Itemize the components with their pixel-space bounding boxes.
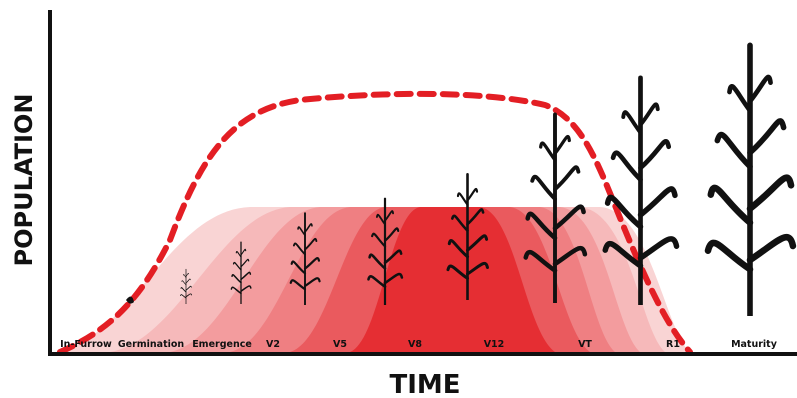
stage-label: VT — [578, 339, 592, 350]
plant — [708, 45, 793, 327]
stage-label: V8 — [408, 339, 422, 350]
stage-label: In-Furrow — [60, 339, 112, 350]
stage-label: Germination — [118, 339, 185, 350]
stage-labels: In-Furrow Germination Emergence V2 V5 V8… — [60, 339, 778, 350]
y-axis-label: POPULATION — [10, 94, 38, 267]
stage-label: Maturity — [731, 339, 778, 350]
stage-label: R1 — [666, 339, 680, 350]
stage-label: Emergence — [192, 339, 252, 350]
x-axis-label: TIME — [389, 370, 460, 398]
stage-label: V5 — [333, 339, 347, 350]
page: POPULATION TIME In-Furrow Germination Em… — [0, 0, 797, 398]
diagram: POPULATION TIME In-Furrow Germination Em… — [0, 0, 797, 398]
stage-label: V2 — [266, 339, 280, 350]
stage-label: V12 — [484, 339, 505, 350]
